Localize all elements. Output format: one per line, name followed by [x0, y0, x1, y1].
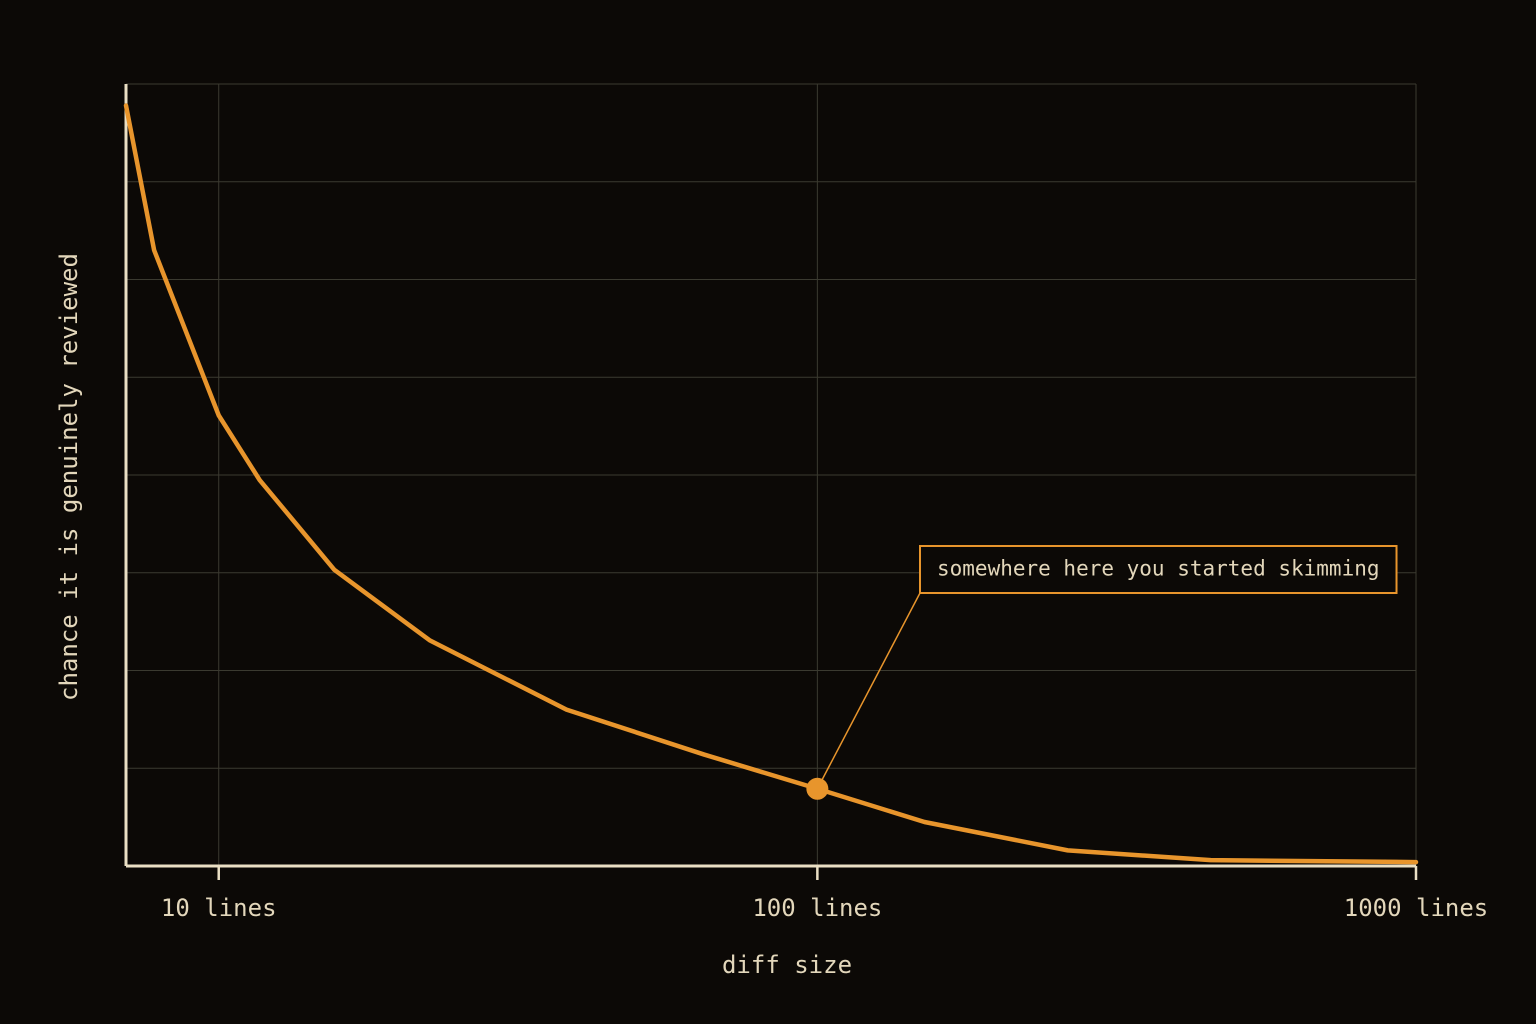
- y-axis-title: chance it is genuinely reviewed: [55, 253, 83, 701]
- x-tick-label: 1000 lines: [1344, 894, 1489, 922]
- line-series: [123, 103, 1419, 865]
- x-tick-label: 10 lines: [161, 894, 277, 922]
- annotation-point: [806, 777, 829, 800]
- x-axis-title: diff size: [722, 951, 852, 979]
- annotation-text: somewhere here you started skimming: [937, 557, 1380, 581]
- x-tick-label: 100 lines: [752, 894, 882, 922]
- annotation-box: [919, 545, 1398, 594]
- annotation-leader: [816, 592, 921, 790]
